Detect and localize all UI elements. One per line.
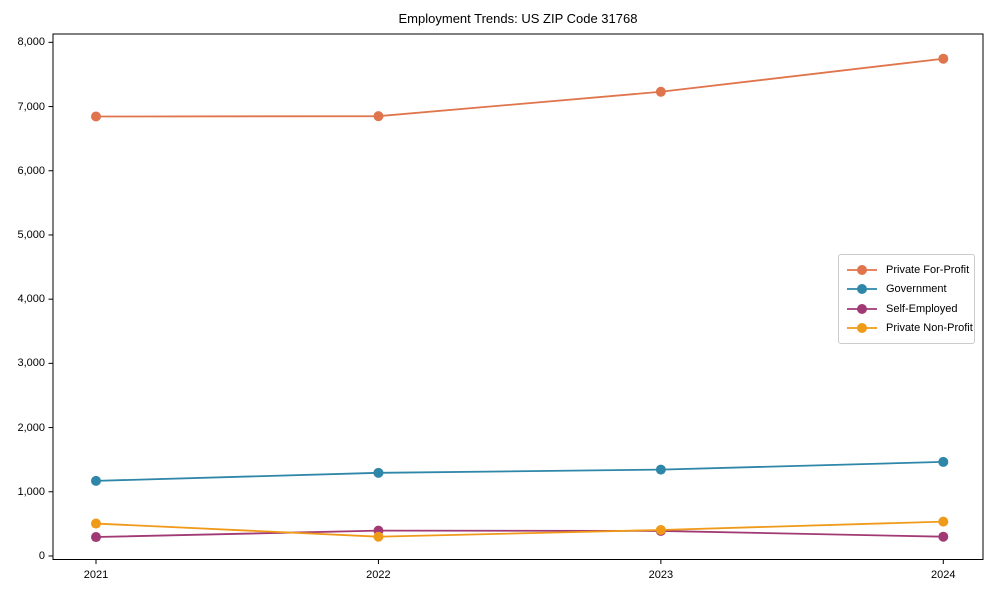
y-tick-label: 5,000 — [17, 228, 45, 241]
legend-item-government: Government — [845, 280, 968, 300]
marker-private-for-profit-2022 — [373, 111, 384, 122]
legend: Private For-Profit Government Self-Employe… — [838, 254, 975, 344]
legend-item-private-non-profit: Private Non-Profit — [845, 319, 973, 339]
chart-title: Employment Trends: US ZIP Code 31768 — [398, 11, 638, 26]
x-tick-label-2024: 2024 — [931, 569, 956, 581]
marker-private-non-profit-2023 — [655, 524, 666, 535]
legend-item-label: Government — [886, 283, 947, 296]
marker-government-2023 — [655, 464, 666, 475]
legend-item-self-employed: Self-Employed — [845, 299, 968, 319]
y-tick-label: 6,000 — [17, 164, 45, 177]
line-government — [95, 461, 944, 482]
x-tick-label-2021: 2021 — [83, 569, 109, 581]
legend-item-private-for-profit: Private For-Profit — [845, 260, 970, 280]
y-tick-label: 8,000 — [17, 36, 45, 49]
legend-item-label: Private Non-Profit — [886, 322, 973, 335]
y-tick-label: 3,000 — [17, 357, 45, 370]
y-tick-label: 7,000 — [17, 100, 45, 113]
marker-private-non-profit-2021 — [91, 518, 101, 529]
marker-private-non-profit-2022 — [373, 531, 384, 542]
x-tick-label-2023: 2023 — [648, 569, 674, 581]
marker-government-2021 — [91, 475, 101, 486]
line-private-for-profit — [95, 57, 944, 118]
marker-government-2024 — [938, 456, 949, 467]
marker-private-non-profit-2024 — [938, 516, 949, 527]
y-tick-label: 1,000 — [17, 485, 45, 498]
marker-government-2022 — [373, 467, 384, 478]
line-self-employed — [95, 529, 944, 538]
y-tick-label: 4,000 — [17, 293, 45, 306]
marker-self-employed-2024 — [938, 531, 949, 542]
y-tick-label: 0 — [38, 549, 45, 562]
marker-private-for-profit-2024 — [938, 53, 949, 64]
marker-private-for-profit-2023 — [655, 86, 666, 97]
plot-area-frame — [52, 33, 984, 560]
legend-line-marker-icon — [847, 323, 877, 334]
line-private-non-profit — [95, 520, 944, 538]
marker-private-for-profit-2021 — [91, 111, 101, 122]
marker-self-employed-2021 — [91, 532, 101, 543]
legend-line-marker-icon — [847, 264, 877, 275]
y-tick-label: 2,000 — [17, 421, 45, 434]
x-tick-label-2022: 2022 — [366, 569, 391, 581]
legend-line-marker-icon — [847, 284, 877, 295]
legend-item-label: Private For-Profit — [886, 263, 970, 276]
legend-item-label: Self-Employed — [886, 302, 958, 315]
legend-line-marker-icon — [847, 303, 877, 314]
